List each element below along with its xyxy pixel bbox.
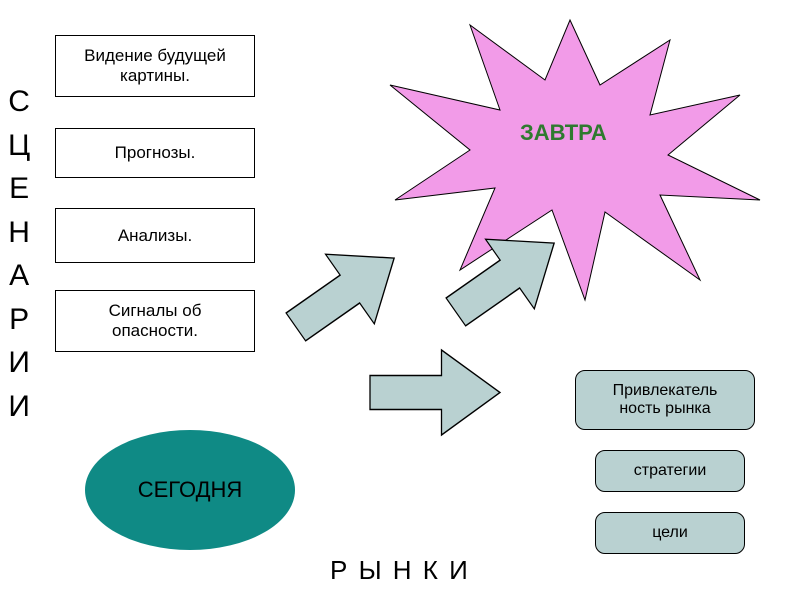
market-box-label: стратегии [634,462,707,480]
market-box-label: цели [652,524,688,542]
market-box-0: Привлекатель ность рынка [575,370,755,430]
diagram-stage: СЦЕНАРИИ Видение будущей картины.Прогноз… [0,0,800,600]
market-box-1: стратегии [595,450,745,492]
market-box-2: цели [595,512,745,554]
tomorrow-label: ЗАВТРА [520,120,607,146]
market-box-label: Привлекатель ность рынка [613,382,718,418]
arrow-right [370,350,500,435]
